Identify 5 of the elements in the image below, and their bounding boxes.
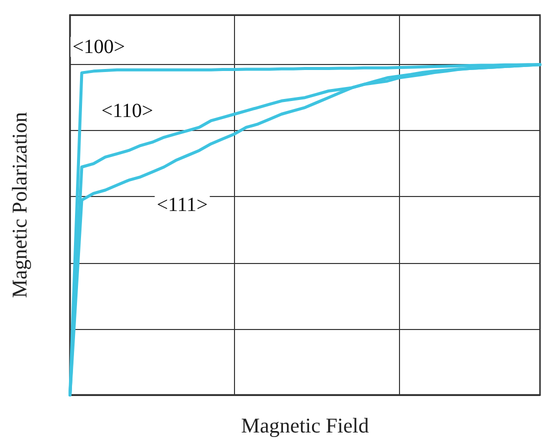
series-label: <110> — [101, 100, 154, 122]
y-axis-title: Magnetic Polarization — [8, 111, 32, 298]
series-label: <111> — [156, 194, 208, 216]
series-label: <100> — [72, 36, 126, 58]
x-axis-title: Magnetic Field — [241, 414, 370, 438]
